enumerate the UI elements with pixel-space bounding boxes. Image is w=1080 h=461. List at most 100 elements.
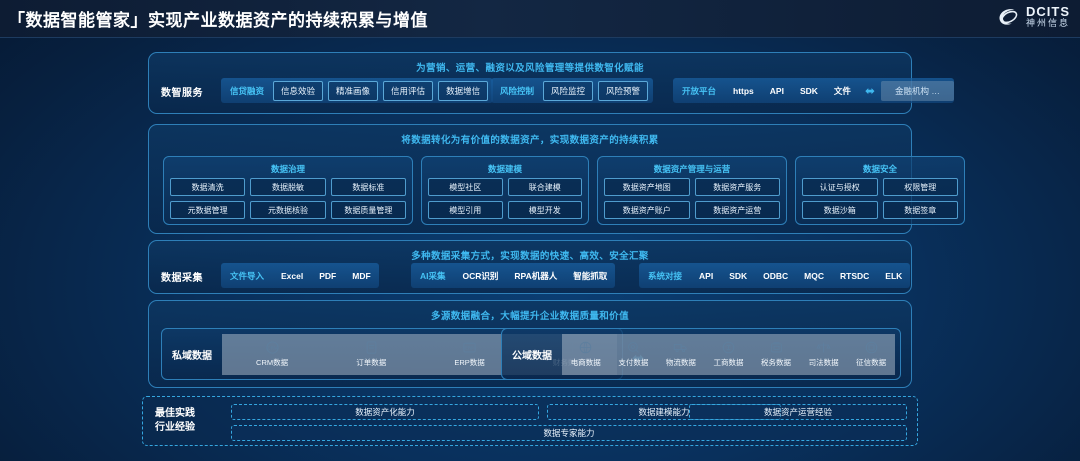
label-line-2: 行业经验 (155, 422, 195, 433)
chip-financial-institution[interactable]: 金融机构 … (881, 80, 954, 101)
group-head-ai-collect: AI采集 (420, 270, 446, 281)
cell-permission-management[interactable]: 权限管理 (882, 178, 958, 196)
section-data-collection: 多种数据采集方式，实现数据的快速、高效、安全汇聚 数据采集 文件导入 Excel… (148, 240, 912, 294)
cell-data-cleaning[interactable]: 数据清洗 (170, 178, 246, 196)
cell-metadata-management[interactable]: 元数据管理 (170, 201, 246, 219)
method-ocr[interactable]: OCR识别 (462, 270, 499, 281)
item-label: 物流数据 (665, 358, 696, 367)
judicial-icon (816, 342, 831, 353)
cell-data-masking[interactable]: 数据脱敏 (250, 178, 326, 196)
chip-risk-monitor[interactable]: 风险监控 (543, 80, 594, 101)
group-ai-collection: AI采集 OCR识别 RPA机器人 智能抓取 (411, 263, 616, 288)
item-judicial-data[interactable]: 司法数据 (809, 340, 839, 368)
group-head-system-integration: 系统对接 (648, 270, 683, 281)
box-asset-capability[interactable]: 数据资产化能力 (231, 404, 539, 420)
item-ecommerce-data[interactable]: 电商数据 (571, 340, 601, 368)
cell-model-development[interactable]: 模型开发 (507, 201, 582, 219)
item-label: 电商数据 (570, 358, 601, 367)
iface-elk[interactable]: ELK (885, 270, 903, 281)
cell-metadata-verify[interactable]: 元数据核验 (250, 201, 326, 219)
method-smart-scraping[interactable]: 智能抓取 (573, 270, 608, 281)
box-asset-operation-experience[interactable]: 数据资产运营经验 (689, 404, 907, 420)
item-crm-data[interactable]: CRM CRM数据 (256, 340, 288, 368)
cell-data-sandbox[interactable]: 数据沙箱 (802, 201, 878, 219)
iface-api[interactable]: API (699, 270, 714, 281)
cell-asset-map[interactable]: 数据资产地图 (604, 178, 690, 196)
item-label: 税务数据 (761, 358, 792, 367)
cell-data-standard[interactable]: 数据标准 (330, 178, 406, 196)
protocol-sdk[interactable]: SDK (799, 85, 818, 96)
item-label: 司法数据 (808, 358, 839, 367)
item-logistics-data[interactable]: 物流数据 (666, 340, 696, 368)
payment-icon (627, 342, 639, 353)
box-modeling-capability[interactable]: 数据建模能力 (547, 404, 781, 420)
format-excel[interactable]: Excel (281, 270, 304, 281)
crm-icon: CRM (266, 341, 279, 354)
header-bar: 「数据智能管家」实现产业数据资产的持续积累与增值 DCITS 神州信息 (0, 0, 1080, 38)
method-rpa[interactable]: RPA机器人 (514, 270, 558, 281)
protocol-https[interactable]: https (733, 85, 754, 96)
iface-mqc[interactable]: MQC (804, 270, 825, 281)
section-data-asset: 将数据转化为有价值的数据资产，实现数据资产的持续积累 数据治理 数据清洗 数据脱… (148, 124, 965, 234)
dcits-logo-icon (999, 9, 1018, 25)
item-business-data[interactable]: 工商数据 (713, 340, 743, 368)
row-label-collection: 数据采集 (161, 273, 203, 284)
format-mdf[interactable]: MDF (352, 270, 371, 281)
card-data-governance: 数据治理 数据清洗 数据脱敏 数据标准 元数据管理 元数据核验 数据质量管理 (163, 156, 413, 225)
card-data-security: 数据安全 认证与授权 权限管理 数据沙箱 数据签章 (795, 156, 965, 225)
card-title-security: 数据安全 (862, 164, 897, 174)
group-credit-financing: 信贷融资 信息效验 精准画像 信用评估 数据增信 (221, 78, 494, 103)
bidirectional-arrow-icon: ⬌ (864, 83, 875, 98)
chip-data-credit[interactable]: 数据增信 (438, 80, 489, 101)
chip-info-verify[interactable]: 信息效验 (273, 80, 324, 101)
cell-model-reference[interactable]: 模型引用 (428, 201, 503, 219)
cell-asset-service[interactable]: 数据资产服务 (694, 178, 780, 196)
group-head-credit: 信贷融资 (230, 85, 265, 96)
item-credit-data[interactable]: 征信数据 (856, 340, 886, 368)
item-payment-data[interactable]: 支付数据 (618, 340, 648, 368)
chip-credit-rating[interactable]: 信用评估 (383, 80, 434, 101)
iface-rtsdc[interactable]: RTSDC (840, 270, 870, 281)
iface-sdk[interactable]: SDK (729, 270, 748, 281)
section-data-domains: 多源数据融合，大幅提升企业数据质量和价值 私域数据 CRM CRM数据 订单数据 (148, 300, 912, 388)
item-order-data[interactable]: 订单数据 (356, 340, 386, 368)
svg-text:CRM: CRM (267, 345, 277, 350)
cell-model-community[interactable]: 模型社区 (428, 178, 503, 196)
group-file-import: 文件导入 Excel PDF MDF (221, 263, 379, 288)
cell-data-signature[interactable]: 数据签章 (882, 201, 958, 219)
svg-text:ERP: ERP (465, 345, 474, 350)
item-erp-data[interactable]: ERP ERP数据 (454, 340, 485, 368)
protocol-api[interactable]: API (769, 85, 784, 96)
logo-text-cn: 神州信息 (1025, 18, 1070, 29)
item-label: 征信数据 (856, 358, 887, 367)
group-risk-control: 风险控制 风险监控 风险预警 (491, 78, 654, 103)
chip-precise-profile[interactable]: 精准画像 (328, 80, 379, 101)
cell-data-quality-management[interactable]: 数据质量管理 (330, 201, 406, 219)
card-data-modeling: 数据建模 模型社区 联合建模 模型引用 模型开发 (421, 156, 589, 225)
tax-icon (770, 342, 782, 353)
section-service-caption: 为营销、运营、融资以及风险管理等提供数智化赋能 (416, 63, 644, 74)
item-label: ERP数据 (454, 358, 485, 367)
section-best-practice: 最佳实践 行业经验 数据资产化能力 数据建模能力 数据资产运营经验 数据专家能力 (142, 396, 918, 446)
item-tax-data[interactable]: 税务数据 (761, 340, 791, 368)
item-label: CRM数据 (256, 358, 289, 367)
format-pdf[interactable]: PDF (319, 270, 337, 281)
cell-joint-modeling[interactable]: 联合建模 (507, 178, 582, 196)
chip-risk-warning[interactable]: 风险预警 (598, 80, 649, 101)
box-data-expert-capability[interactable]: 数据专家能力 (231, 425, 907, 441)
brand-logo: DCITS 神州信息 (995, 4, 1070, 30)
protocol-file[interactable]: 文件 (833, 85, 851, 96)
cell-asset-operation[interactable]: 数据资产运营 (694, 201, 780, 219)
card-title-asset-management: 数据资产管理与运营 (653, 164, 731, 174)
label-line-1: 最佳实践 (155, 408, 195, 419)
label-private-domain: 私域数据 (172, 350, 212, 362)
box-public-domain: 公域数据 电商数据 支付数据 (501, 328, 901, 380)
section-collect-caption: 多种数据采集方式，实现数据的快速、高效、安全汇聚 (411, 251, 649, 262)
logistics-icon (674, 343, 687, 353)
cell-auth-authorization[interactable]: 认证与授权 (802, 178, 878, 196)
cell-asset-account[interactable]: 数据资产账户 (604, 201, 690, 219)
business-icon (722, 341, 735, 354)
item-label: 支付数据 (618, 358, 649, 367)
iface-odbc[interactable]: ODBC (763, 270, 789, 281)
group-head-file-import: 文件导入 (230, 270, 265, 281)
